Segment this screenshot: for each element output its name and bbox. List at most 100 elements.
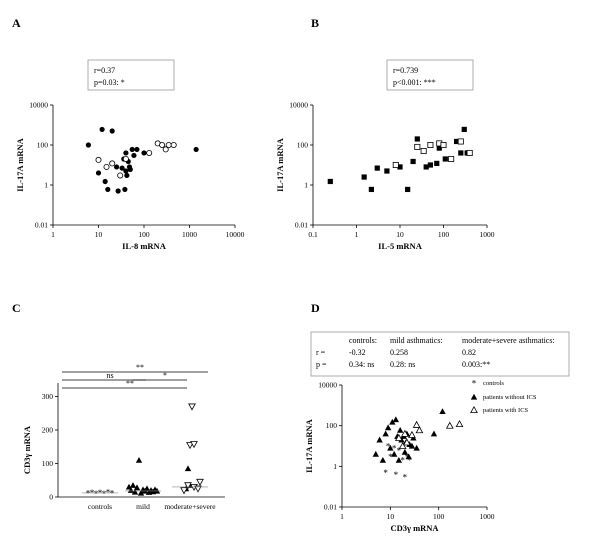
panel-a-point-filled-circle (123, 168, 129, 174)
panel-b-point-filled-square (436, 145, 442, 151)
panel-c-point-modsev-open (184, 482, 192, 490)
panel-d-r-mild: 0.258 (390, 348, 408, 357)
panel-a-point-filled-circle (134, 146, 140, 153)
legend-controls-marker: * (472, 379, 477, 389)
panel-a-point-open-circle (103, 163, 110, 170)
panel-a-point-filled-circle (119, 165, 125, 171)
panel-d-point-filled-triangle (390, 450, 398, 457)
panel-a-x-tick-label: 1000 (182, 230, 197, 239)
panel-c-plot: 0 100 200 300 CD3γ mRNA controls mild moderate+… (22, 363, 225, 511)
panel-d-x-tick-label: 1000 (480, 512, 495, 521)
panel-c-point-mild (131, 488, 139, 495)
panel-d-point-asterisk: * (397, 446, 402, 456)
panel-d: D controls: mild asthmatics: moderate+se… (304, 301, 570, 533)
panel-c-point-controls: * (102, 489, 107, 499)
panel-d-x-tick-label: 100 (433, 512, 445, 521)
panel-d-point-filled-triangle (395, 457, 403, 463)
panel-c-point-mild (133, 484, 141, 491)
panel-d-col-mild: mild asthmatics: (390, 336, 443, 345)
panel-c-point-mild (137, 489, 145, 496)
panel-a-point-filled-circle (105, 186, 111, 193)
panel-b-point-open-square (392, 161, 399, 168)
panel-c-category-label: moderate+severe (164, 502, 216, 511)
panel-d-row-r-label: r = (316, 348, 326, 357)
panel-c-point-mild (129, 482, 137, 488)
panel-d-p-controls: 0.34: ns (349, 360, 374, 369)
panel-b-stats-box (386, 59, 474, 91)
panel-a-point-filled-circle (123, 150, 129, 156)
panel-a-point-open-circle (122, 155, 129, 162)
panel-c-point-modsev-open (186, 442, 194, 450)
panel-c-category-label: mild (136, 502, 150, 511)
panel-d-point-open-triangle (394, 433, 403, 441)
panel-a-point-open-circle (146, 149, 153, 156)
panel-c-point-modsev-open (190, 441, 198, 449)
panel-c-significance-label: ns (106, 371, 113, 380)
panel-b-x-tick-label: 1000 (480, 230, 495, 239)
panel-d-point-open-triangle (415, 426, 424, 434)
panel-d-point-asterisk: * (383, 468, 388, 478)
panel-d-point-filled-triangle (392, 416, 400, 423)
panel-b-point-filled-square (453, 138, 460, 145)
panel-a-y-axis-title: IL-17A mRNA (15, 137, 25, 191)
panel-c-y-tick-label: 0 (49, 493, 53, 502)
panel-a-point-open-circle (162, 146, 169, 153)
panel-d-point-open-triangle (408, 430, 416, 438)
panel-d-point-filled-triangle (430, 430, 438, 437)
panel-a-point-open-circle (165, 141, 172, 148)
panel-b-point-filled-square (414, 136, 420, 142)
panel-b-y-axis-title: IL-17A mRNA (275, 137, 285, 191)
panel-b-point-open-square (414, 143, 421, 150)
panel-d-x-tick-label: 10 (387, 512, 395, 521)
panel-d-col-modsev: moderate+severe asthmatics: (462, 336, 555, 345)
legend-with-ics-label: patients with ICS (483, 407, 529, 414)
panel-d-point-filled-triangle (439, 408, 446, 415)
panel-d-point-filled-triangle (376, 436, 383, 443)
panel-a-point-filled-circle (141, 150, 147, 156)
panel-a-point-open-circle (170, 141, 177, 148)
panel-d-point-filled-triangle (401, 448, 409, 455)
panel-a-stat-p: p=0.03: * (94, 78, 125, 87)
panel-c-y-tick-label: 200 (42, 426, 54, 435)
panel-b-point-filled-square (434, 160, 440, 167)
panel-d-r-controls: -0.32 (349, 348, 366, 357)
panel-a-y-tick-label: 0.01 (35, 221, 48, 230)
panel-c-significance-label: ** (126, 379, 134, 388)
panel-b-point-filled-square (397, 164, 403, 170)
panel-b-point-open-square (420, 148, 427, 155)
panel-d-point-filled-triangle (387, 444, 394, 451)
panel-d-point-filled-triangle (396, 426, 404, 433)
panel-b-plot: 0.1 1 10 100 1000 0.01 1 100 10000 IL-5 mRNA IL-17… (275, 101, 495, 252)
panel-a: A r=0.37 p=0.03: * 1 10 100 1000 100000.0111… (12, 16, 245, 251)
panel-b-point-open-square (448, 155, 455, 162)
panel-d-legend: controls patients without ICS patients w… (470, 379, 537, 414)
legend-with-ics-marker (470, 405, 478, 414)
panel-d-point-asterisk: * (403, 472, 408, 482)
panel-d-stats-box (310, 331, 570, 377)
panel-b-point-filled-square (361, 174, 367, 180)
panel-a-point-filled-circle (122, 186, 128, 193)
panel-d-point-open-triangle (412, 420, 421, 428)
panel-a-point-open-circle (109, 160, 116, 167)
panel-c-letter: C (12, 301, 21, 315)
panel-b-point-open-square (466, 149, 473, 156)
panel-c-significance-label: * (163, 371, 167, 380)
panel-d-point-filled-triangle (389, 418, 396, 425)
panel-c-point-controls: * (106, 487, 111, 497)
panel-a-point-open-circle (95, 156, 102, 163)
panel-a-point-open-circle (159, 141, 166, 148)
panel-c-point-controls: * (86, 488, 91, 498)
panel-b-x-tick-label: 0.1 (308, 230, 318, 239)
panel-b-x-tick-label: 10 (396, 230, 404, 239)
panel-a-x-tick-label: 10 (95, 230, 103, 239)
panel-b-letter: B (311, 16, 319, 30)
panel-c-point-modsev-open (196, 478, 204, 486)
panel-d-point-filled-triangle (379, 457, 387, 463)
panel-d-r-modsev: 0.82 (462, 348, 476, 357)
panel-a-x-axis-title: IL-8 mRNA (122, 241, 167, 251)
panel-d-point-asterisk: * (407, 456, 412, 466)
panel-c-point-controls: * (110, 488, 115, 498)
panel-c-point-mild (153, 487, 161, 494)
panel-a-point-filled-circle (124, 172, 130, 179)
